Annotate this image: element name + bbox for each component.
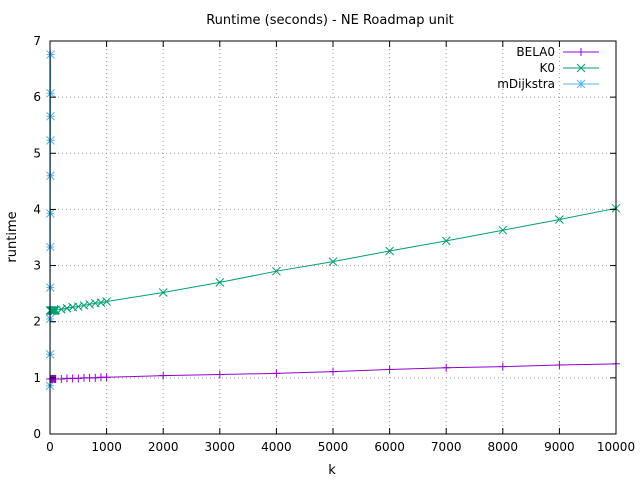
marker-stroke	[576, 63, 586, 73]
marker-stroke	[62, 303, 72, 313]
data-point-bela0	[385, 365, 394, 374]
x-tick-label: 8000	[488, 440, 519, 454]
y-tick-label: 3	[33, 259, 41, 273]
ticks	[49, 40, 617, 435]
marker-stroke	[90, 298, 100, 308]
data-point-k0	[328, 257, 338, 266]
data-point-bela0	[555, 360, 564, 369]
tick-labels: 0 1000 2000 3000 4000 5000 6000 7000 8000 9000 100…	[33, 34, 635, 454]
marker-stroke	[96, 298, 106, 307]
legend-marker-mdijkstra	[576, 79, 586, 89]
legend-marker-k0	[576, 63, 586, 73]
data-point-k0	[96, 298, 106, 307]
data-point-bela0	[272, 369, 281, 378]
y-tick-label: 2	[33, 315, 41, 329]
y-axis-label: runtime	[5, 211, 20, 262]
data-point-k0	[158, 288, 168, 297]
marker-stroke	[158, 288, 168, 297]
data-point-mdijkstra	[46, 88, 55, 98]
x-tick-label: 4000	[261, 440, 292, 454]
x-tick-label: 1000	[91, 440, 122, 454]
marker-stroke	[102, 297, 111, 306]
marker-stroke	[46, 88, 55, 98]
data-point-bela0	[74, 374, 83, 383]
marker-stroke	[68, 302, 77, 312]
data-point-k0	[272, 266, 281, 276]
marker-stroke	[73, 302, 83, 311]
x-tick-label: 7000	[431, 440, 462, 454]
data-point-k0	[555, 215, 564, 224]
y-tick-label: 7	[33, 34, 41, 48]
data-point-k0	[102, 297, 111, 306]
y-tick-label: 1	[33, 371, 41, 385]
x-tick-label: 6000	[374, 440, 405, 454]
data-point-k0	[498, 225, 508, 235]
data-point-bela0	[57, 374, 66, 383]
data-point-k0	[85, 299, 94, 309]
marker-stroke	[215, 278, 225, 287]
y-tick-label: 4	[33, 202, 41, 216]
data-point-bela0	[91, 373, 100, 382]
marker-stroke	[272, 266, 281, 276]
data-point-bela0	[442, 363, 451, 372]
marker-stroke	[328, 257, 338, 266]
data-point-bela0	[159, 371, 168, 380]
y-tick-label: 0	[33, 427, 41, 441]
marker-stroke	[56, 305, 66, 314]
data-point-bela0	[498, 362, 507, 371]
legend-label-mdijkstra: mDijkstra	[497, 77, 555, 91]
data-point-k0	[73, 302, 83, 311]
y-tick-label: 6	[33, 90, 41, 104]
data-point-bela0	[102, 373, 111, 382]
marker-stroke	[385, 246, 394, 256]
marker-stroke	[555, 215, 564, 224]
marker-stroke	[46, 111, 55, 121]
data-point-mdijkstra	[46, 50, 55, 59]
x-tick-label: 2000	[148, 440, 179, 454]
data-point-k0	[215, 278, 225, 287]
marker-stroke	[79, 301, 89, 310]
x-tick-label: 0	[46, 440, 54, 454]
data-point-k0	[385, 246, 394, 256]
marker-stroke	[85, 299, 94, 309]
grid	[50, 41, 616, 434]
data-point-k0	[62, 303, 72, 313]
marker-stroke	[51, 305, 61, 315]
series-k0	[45, 203, 621, 315]
data-point-bela0	[329, 367, 337, 376]
x-tick-label: 10000	[597, 440, 635, 454]
x-tick-label: 3000	[205, 440, 236, 454]
data-point-bela0	[215, 370, 224, 379]
data-point-k0	[56, 305, 66, 314]
legend-marker-bela0	[577, 48, 585, 56]
legend-label-k0: K0	[539, 61, 555, 75]
marker-stroke	[441, 236, 451, 246]
x-axis-label: k	[328, 463, 336, 478]
data-point-k0	[79, 301, 89, 310]
marker-stroke	[576, 79, 586, 89]
legend-label-bela0: BELA0	[516, 45, 555, 59]
y-tick-label: 5	[33, 146, 41, 160]
chart-title: Runtime (seconds) - NE Roadmap unit	[206, 13, 454, 28]
x-tick-label: 9000	[544, 440, 575, 454]
data-point-k0	[441, 236, 451, 246]
data-point-mdijkstra	[46, 111, 55, 121]
marker-stroke	[498, 225, 508, 235]
x-tick-label: 5000	[318, 440, 349, 454]
legend: BELA0 K0 mDijkstra	[497, 45, 599, 91]
marker-stroke	[46, 50, 55, 59]
